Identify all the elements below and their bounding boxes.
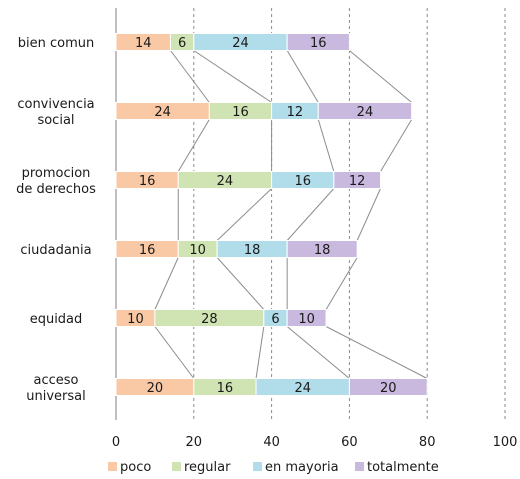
legend-swatch [172, 462, 181, 471]
bar-segment [333, 171, 382, 189]
data-label: 18 [244, 243, 261, 258]
series-line [325, 257, 358, 310]
x-tick-label: 60 [341, 435, 358, 450]
gridlines [115, 8, 506, 420]
x-axis-ticks: 0 20 40 60 80 100 [112, 435, 518, 450]
data-label: 24 [154, 105, 171, 120]
data-label: 12 [287, 105, 304, 120]
data-label: 24 [217, 174, 234, 189]
series-connector-lines [154, 50, 428, 379]
data-label: 16 [232, 105, 249, 120]
series-line [216, 257, 265, 310]
bar-segment [286, 309, 327, 327]
legend-label: regular [184, 460, 231, 475]
legend-swatch [253, 462, 262, 471]
category-label: de derechos [16, 182, 96, 197]
series-line [380, 119, 413, 172]
data-label: 10 [298, 312, 315, 327]
bars: 14 6 24 16 24 16 12 24 16 24 16 12 16 10 18 18 10 28 6 10 20… [115, 33, 428, 396]
data-label: 10 [127, 312, 144, 327]
data-label: 24 [357, 105, 374, 120]
data-label: 16 [310, 36, 327, 51]
data-label: 28 [201, 312, 218, 327]
category-label: acceso [34, 373, 79, 388]
data-label: 10 [189, 243, 206, 258]
category-label: bien comun [18, 36, 94, 51]
bar-segment [348, 378, 428, 396]
series-line [317, 119, 335, 172]
legend-label: totalmente [367, 460, 439, 475]
legend-swatch [108, 462, 117, 471]
data-label: 6 [271, 312, 279, 327]
series-line [286, 50, 319, 103]
category-label: social [37, 113, 74, 128]
data-label: 20 [380, 381, 397, 396]
x-tick-label: 40 [263, 435, 280, 450]
series-line [193, 50, 272, 103]
data-label: 16 [217, 381, 234, 396]
x-tick-label: 20 [186, 435, 203, 450]
bar-segment [286, 33, 350, 51]
data-label: 16 [139, 174, 156, 189]
legend-label: en mayoria [265, 460, 339, 475]
series-line [325, 326, 428, 379]
series-line [286, 326, 350, 379]
legend-swatch [355, 462, 364, 471]
category-label: equidad [30, 312, 83, 327]
series-line [154, 257, 179, 310]
series-line [216, 188, 272, 241]
data-label: 6 [178, 36, 186, 51]
category-label: universal [26, 389, 85, 404]
category-label: promocion [22, 166, 91, 181]
data-label: 12 [349, 174, 366, 189]
series-line [286, 188, 335, 241]
category-label: ciudadania [20, 243, 91, 258]
series-line [177, 119, 210, 172]
legend: poco regular en mayoria totalmente [108, 460, 439, 475]
x-tick-label: 0 [112, 435, 120, 450]
data-label: 24 [294, 381, 311, 396]
bar-segment [286, 240, 358, 258]
legend-label: poco [120, 460, 151, 475]
data-label: 20 [147, 381, 164, 396]
bar-segment [317, 102, 413, 120]
data-label: 24 [232, 36, 249, 51]
x-tick-label: 100 [493, 435, 518, 450]
series-line [255, 326, 265, 379]
x-tick-label: 80 [419, 435, 436, 450]
series-line [170, 50, 210, 103]
data-label: 18 [314, 243, 331, 258]
data-label: 16 [294, 174, 311, 189]
series-line [154, 326, 195, 379]
series-line [356, 188, 381, 241]
data-label: 14 [135, 36, 152, 51]
category-label: convivencia [17, 97, 94, 112]
data-label: 16 [139, 243, 156, 258]
series-line [349, 50, 412, 103]
